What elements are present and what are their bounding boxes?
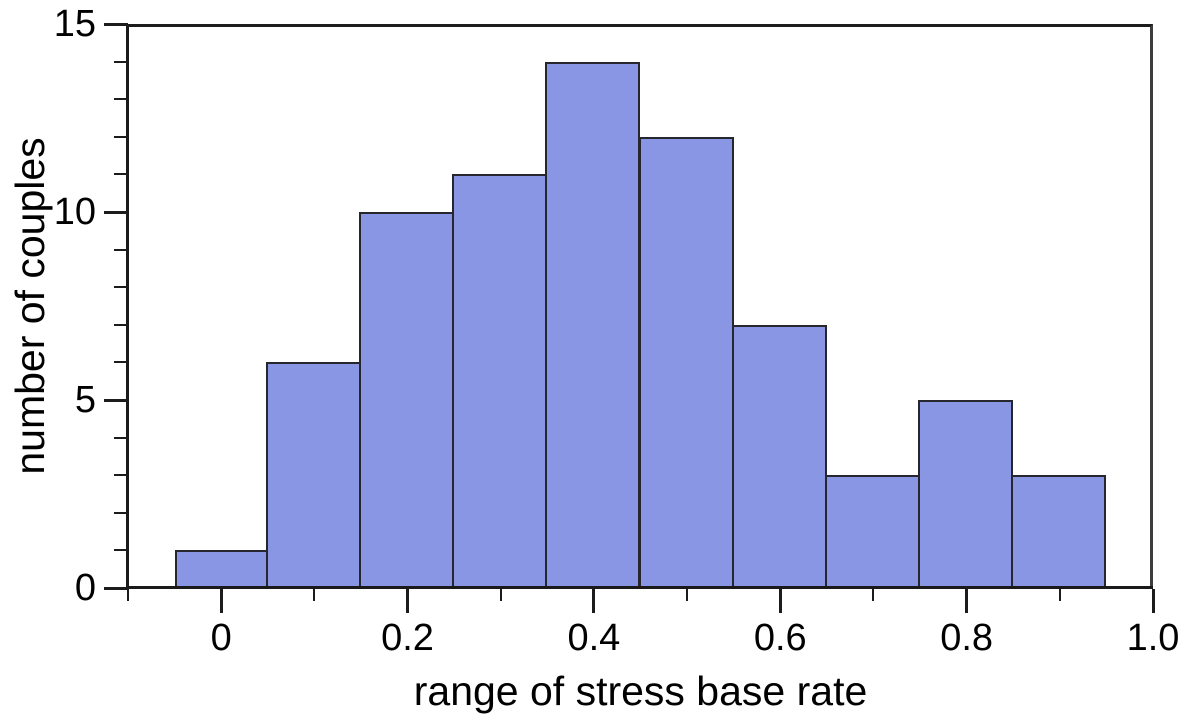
x-major-tick <box>592 589 596 613</box>
y-tick-label: 10 <box>53 191 96 233</box>
y-minor-tick <box>114 436 128 439</box>
y-minor-tick <box>114 248 128 251</box>
y-tick-label: 0 <box>74 567 96 609</box>
x-major-tick <box>778 589 782 613</box>
histogram-bar <box>918 400 1014 588</box>
y-minor-tick <box>114 323 128 326</box>
y-axis-title: number of couples <box>7 137 53 475</box>
x-major-tick <box>965 589 969 613</box>
y-minor-tick <box>114 286 128 289</box>
y-major-tick <box>104 22 128 26</box>
x-axis-title: range of stress base rate <box>413 668 868 714</box>
histogram-bar <box>174 550 268 588</box>
y-minor-tick <box>114 549 128 552</box>
y-minor-tick <box>114 361 128 364</box>
y-major-tick <box>104 586 128 590</box>
x-tick-label: 0 <box>210 617 232 659</box>
x-major-tick <box>1151 589 1155 613</box>
y-axis-line <box>126 24 129 588</box>
histogram-bar <box>358 212 455 588</box>
x-tick-label: 0.8 <box>940 617 994 659</box>
y-major-tick <box>104 398 128 402</box>
y-minor-tick <box>114 60 128 63</box>
x-tick-label: 0.6 <box>753 617 807 659</box>
y-tick-label: 15 <box>53 3 96 45</box>
x-minor-tick <box>872 589 875 601</box>
histogram-bar <box>824 475 921 588</box>
y-minor-tick <box>114 511 128 514</box>
x-minor-tick <box>1058 589 1061 601</box>
histogram-bar <box>452 174 548 588</box>
x-tick-label: 0.2 <box>381 617 434 659</box>
x-major-tick <box>219 589 223 613</box>
x-major-tick <box>406 589 410 613</box>
y-minor-tick <box>114 474 128 477</box>
x-axis-line <box>128 586 1153 589</box>
y-major-tick <box>104 210 128 214</box>
histogram-bar <box>638 136 734 588</box>
histogram-bar <box>1011 475 1107 588</box>
x-minor-tick <box>499 589 502 601</box>
x-minor-tick <box>686 589 689 601</box>
y-minor-tick <box>114 135 128 138</box>
histogram-bar <box>265 362 361 588</box>
histogram-bar <box>731 324 827 588</box>
x-tick-label: 0.4 <box>567 617 621 659</box>
y-minor-tick <box>114 98 128 101</box>
x-tick-label: 1.0 <box>1126 617 1180 659</box>
x-minor-tick <box>313 589 316 601</box>
y-minor-tick <box>114 173 128 176</box>
y-tick-label: 5 <box>74 379 96 421</box>
plot-area <box>128 24 1153 588</box>
x-minor-tick <box>127 589 129 601</box>
histogram-bar <box>545 61 641 588</box>
